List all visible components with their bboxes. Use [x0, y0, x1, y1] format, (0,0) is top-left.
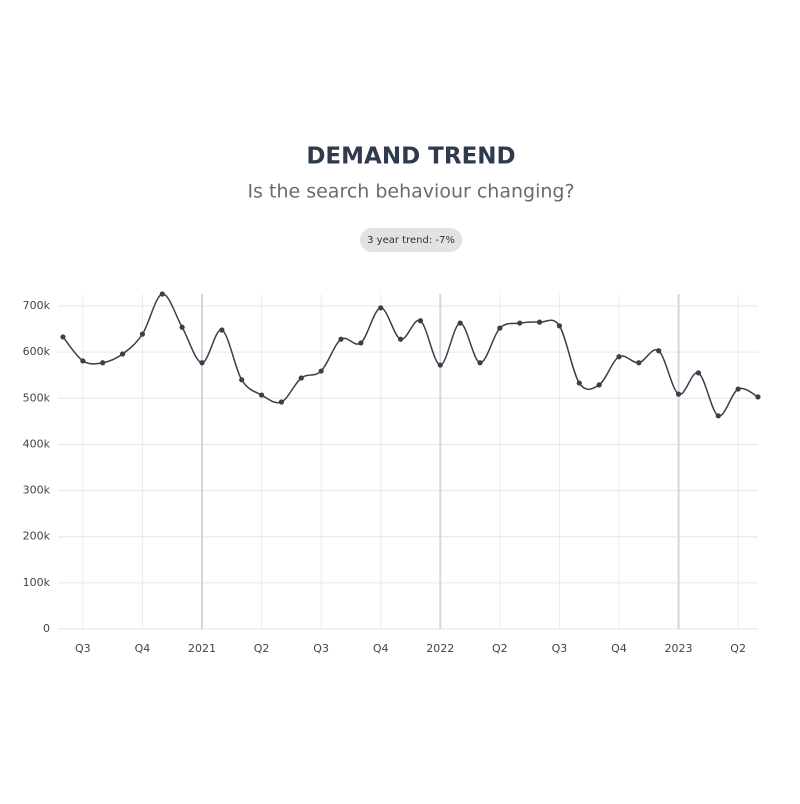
x-tick-label: Q4 — [373, 642, 389, 655]
x-tick-label: Q4 — [611, 642, 627, 655]
y-tick-label: 100k — [23, 576, 51, 589]
point — [755, 394, 761, 400]
point — [219, 327, 225, 333]
x-tick-label: Q3 — [313, 642, 329, 655]
point — [239, 377, 245, 383]
point — [497, 325, 503, 331]
y-tick-label: 200k — [23, 530, 51, 543]
y-tick-label: 500k — [23, 391, 51, 404]
point — [576, 380, 582, 386]
badge: 3 year trend: -7% — [367, 235, 455, 246]
point — [437, 362, 443, 368]
x-tick-label: 2022 — [426, 642, 454, 655]
point — [199, 360, 205, 366]
badge-bg — [360, 228, 462, 252]
x-tick-label: Q2 — [730, 642, 746, 655]
point — [656, 348, 662, 354]
point — [258, 392, 265, 398]
line — [62, 293, 759, 417]
x-tick-label: Q2 — [492, 642, 508, 655]
point — [636, 360, 642, 366]
y-tick-label: 600k — [23, 345, 51, 358]
point — [100, 360, 106, 366]
point — [278, 399, 285, 405]
x-tick-label: Q3 — [552, 642, 568, 655]
point — [417, 318, 424, 324]
point — [298, 375, 304, 381]
x-tick-label: Q3 — [75, 642, 91, 655]
point — [457, 320, 463, 326]
y-tick-label: 300k — [23, 484, 51, 497]
y-tick-label: 0 — [43, 622, 50, 635]
x-tick-label: 2021 — [188, 642, 216, 655]
point — [80, 358, 86, 364]
y-tick-label: 700k — [23, 299, 51, 312]
point — [378, 305, 384, 311]
point — [159, 291, 165, 297]
x-tick-label: 2023 — [665, 642, 693, 655]
point — [735, 386, 741, 392]
point — [695, 370, 702, 376]
point — [596, 382, 602, 388]
point — [318, 368, 324, 374]
point — [616, 354, 622, 360]
point — [179, 324, 185, 330]
x-tick-label: Q2 — [254, 642, 270, 655]
point — [60, 334, 66, 340]
point — [675, 391, 682, 397]
x-tick-label: Q4 — [135, 642, 151, 655]
point — [517, 320, 523, 326]
point — [119, 351, 126, 357]
point — [536, 319, 543, 325]
point — [338, 336, 344, 342]
point — [139, 331, 146, 337]
point — [397, 336, 404, 342]
chart-title: DEMAND TREND — [306, 144, 515, 170]
y-tick-label: 400k — [23, 437, 51, 450]
point — [556, 323, 563, 329]
point — [477, 360, 483, 366]
point — [358, 340, 364, 346]
point — [715, 413, 721, 419]
chart-subtitle: Is the search behaviour changing? — [247, 181, 574, 203]
